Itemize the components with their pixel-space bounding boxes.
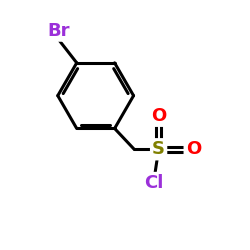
Text: Br: Br	[47, 22, 70, 40]
Text: O: O	[186, 140, 201, 158]
Text: S: S	[152, 140, 165, 158]
Text: Cl: Cl	[144, 174, 164, 192]
Text: O: O	[151, 107, 166, 125]
